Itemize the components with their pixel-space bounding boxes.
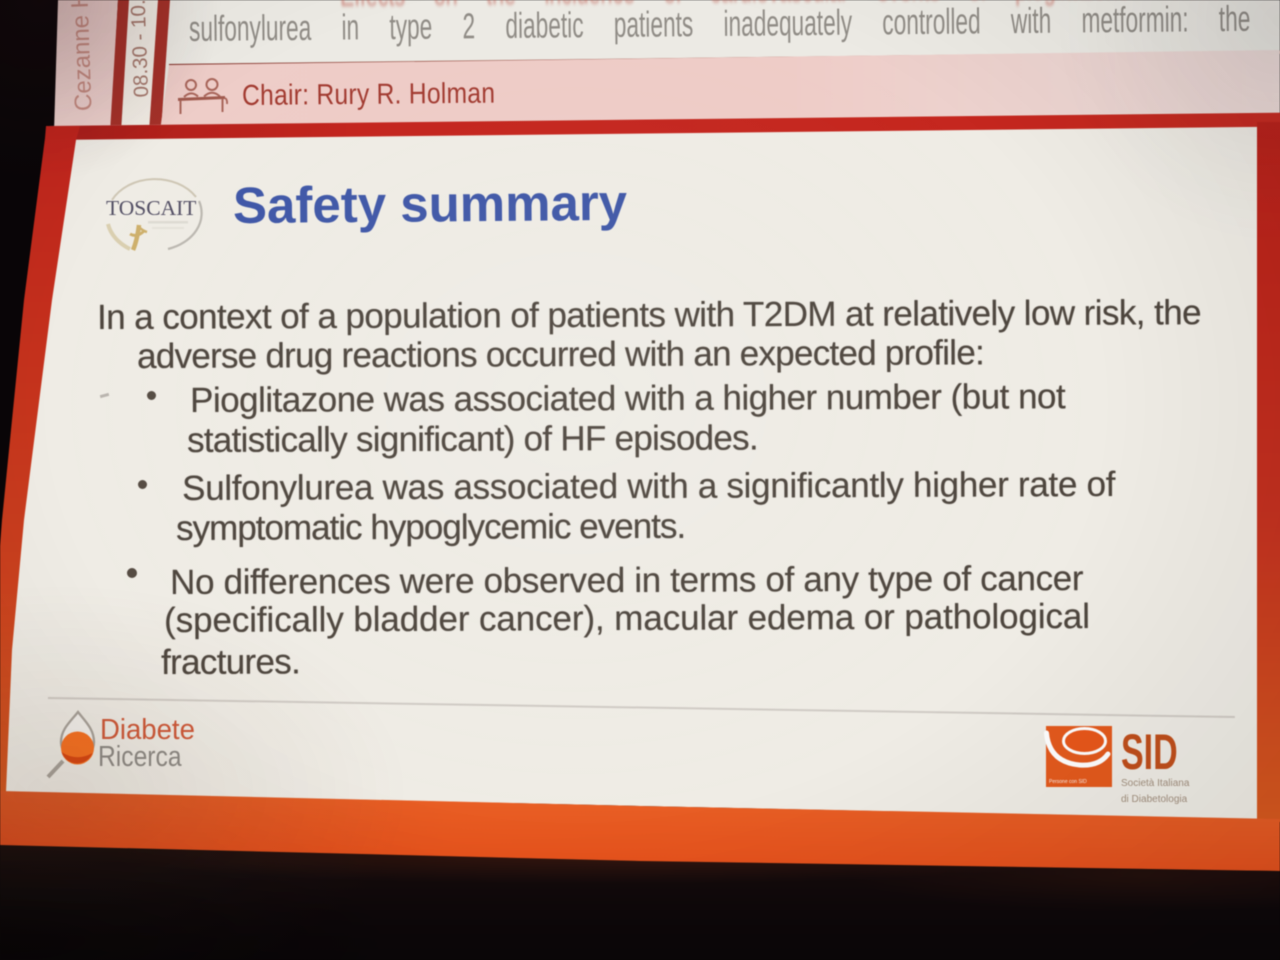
svg-text:Diabete: Diabete	[100, 712, 195, 745]
svg-text:Persone con SID: Persone con SID	[1049, 779, 1087, 785]
svg-text:SID: SID	[1121, 725, 1178, 781]
svg-text:TOSCAIT: TOSCAIT	[106, 196, 196, 220]
svg-text:Società Italiana: Società Italiana	[1121, 778, 1190, 789]
svg-text:Ricerca: Ricerca	[98, 740, 182, 772]
svg-text:di Diabetologia: di Diabetologia	[1121, 794, 1188, 805]
